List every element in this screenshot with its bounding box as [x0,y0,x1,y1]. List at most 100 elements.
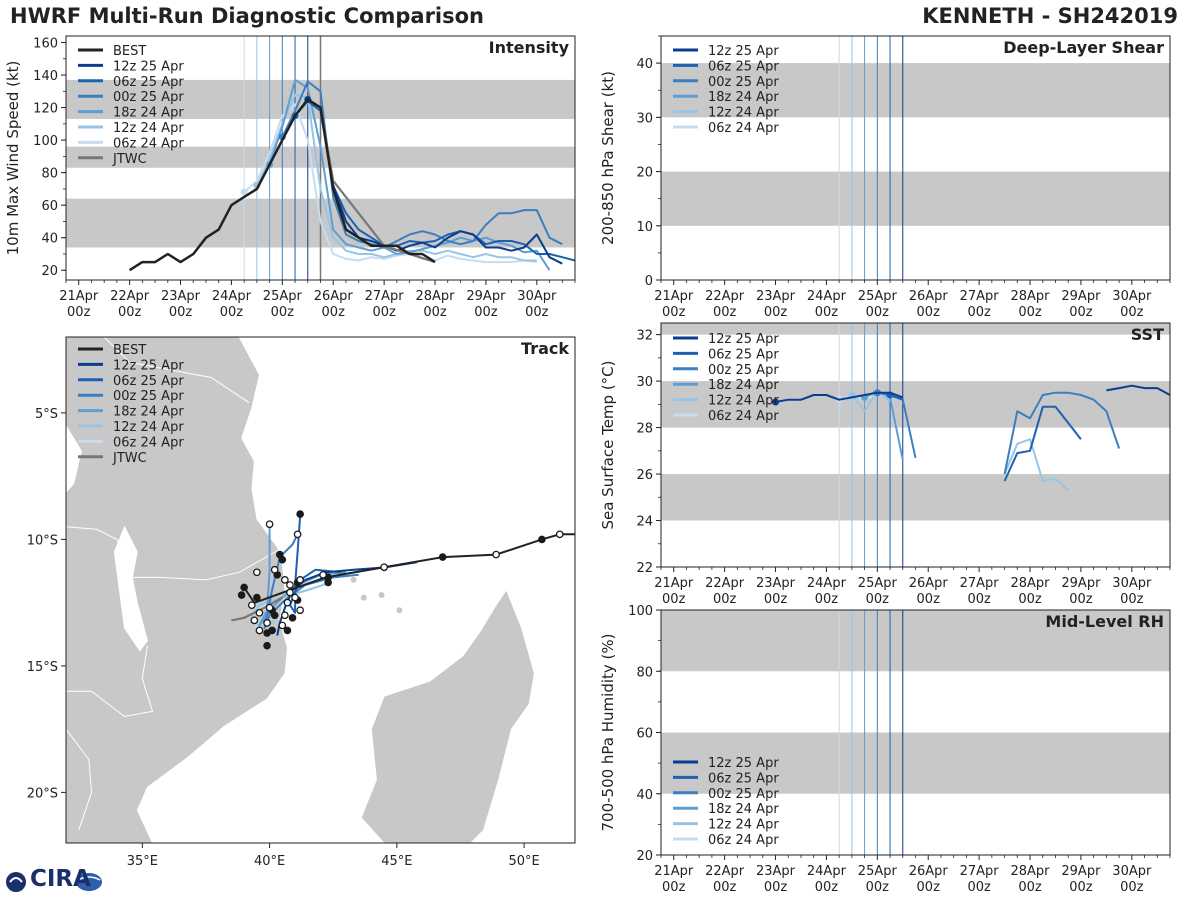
shear-plot-content [661,36,1170,280]
track-marker-filled [240,583,248,592]
country-border [103,337,250,404]
x-tick-label: 26Apr [909,576,949,591]
x-tick-label: 00z [713,880,737,895]
x-tick-label: 50°E [508,854,539,869]
sst-panel: 22242628303221Apr00z22Apr00z23Apr00z24Ap… [599,322,1171,607]
x-tick-label: 00z [423,305,447,320]
x-tick-label: 24Apr [807,864,847,879]
x-tick-label: 26Apr [909,864,949,879]
track-marker-open [555,530,564,539]
storm-title: KENNETH - SH242019 [922,4,1178,28]
x-tick-label: 00z [815,880,839,895]
track-marker-open [319,570,327,579]
sst-plot-area [661,323,1170,567]
y-tick-label: 40 [636,788,653,803]
comoros-island [360,594,367,601]
intensity-plot-content [66,36,575,280]
y-tick-label: 40 [41,232,58,247]
track-marker-open [380,563,388,572]
x-tick-label: 25Apr [263,289,303,304]
x-tick-label: 00z [866,880,890,895]
coastal-island [251,433,258,448]
x-tick-label: 00z [1018,880,1042,895]
x-tick-label: 23Apr [161,289,201,304]
track-marker-open [247,601,256,610]
x-tick-label: 27Apr [960,576,1000,591]
track-map-content [66,337,575,843]
y-tick-label: 20 [636,849,653,864]
x-tick-label: 00z [713,305,737,320]
track-marker-filled [296,510,304,518]
intensity-ylabel: 10m Max Wind Speed (kt) [4,61,22,256]
sst-plot-content [661,323,1170,567]
series-start-marker [772,398,780,406]
x-tick-label: 26Apr [909,289,949,304]
x-tick-label: 00z [917,880,941,895]
cira-logo-graphic [6,872,102,892]
x-tick-label: 00z [815,305,839,320]
legend-label: 00z 25 Apr [113,389,184,404]
series-line-06z-25-apr [294,100,575,262]
x-tick-label: 00z [322,305,346,320]
legend-label: 12z 24 Apr [113,420,184,435]
x-tick-label: 00z [662,592,686,607]
rh-title: Mid-Level RH [1045,612,1164,631]
x-tick-label: 29Apr [466,289,506,304]
series-line-12z-25-apr [775,391,904,403]
x-tick-label: 00z [967,592,991,607]
x-tick-label: 00z [67,305,91,320]
y-tick-label: 100 [628,604,653,619]
sst-band [661,474,1170,521]
x-tick-label: 26Apr [314,289,354,304]
x-tick-label: 21Apr [654,289,694,304]
x-tick-label: 28Apr [1011,289,1051,304]
cira-logo: CIRA [4,866,104,898]
legend-label: 12z 25 Apr [708,756,779,771]
x-tick-label: 00z [1069,305,1093,320]
x-tick-label: 00z [917,305,941,320]
track-marker-open [255,608,264,617]
x-tick-label: 00z [662,880,686,895]
track-marker-open [253,568,261,577]
legend-label: 18z 24 Apr [708,90,779,105]
track-marker-open [283,598,292,607]
y-tick-label: 30 [636,111,653,126]
track-marker-filled [263,641,271,650]
rh-band [661,732,1170,794]
series-line-extra [1106,384,1170,396]
y-tick-label: 60 [41,199,58,214]
y-tick-label: 120 [33,102,58,117]
x-tick-label: 22Apr [705,864,745,879]
x-tick-label: 00z [271,305,295,320]
track-marker-open [265,520,274,529]
legend-label: 12z 25 Apr [113,59,184,74]
x-tick-label: 00z [866,592,890,607]
lake-tanganyika [66,424,82,503]
legend-label: 12z 25 Apr [708,44,779,59]
track-panel: 35°E 40°E 45°E 50°E 5°S 10°S 15°S 20°S Track BEST… [27,336,576,869]
x-tick-label: 00z [1120,592,1144,607]
legend-label: BEST [113,343,146,358]
y-tick-label: 100 [33,134,58,149]
track-marker-filled [263,629,271,637]
rh-plot-content [661,610,1170,855]
x-tick-label: 00z [1018,592,1042,607]
track-marker-open [281,576,289,584]
cira-logo-text: CIRA [30,866,91,892]
legend-label: 12z 24 Apr [113,121,184,136]
y-tick-label: 20°S [27,786,58,801]
x-tick-label: 21Apr [654,576,694,591]
sst-ylabel: Sea Surface Temp (°C) [599,360,617,529]
y-tick-label: 28 [636,422,653,437]
x-tick-label: 24Apr [807,576,847,591]
x-tick-label: 00z [662,305,686,320]
series-start-marker [240,188,248,196]
track-marker-open [270,565,279,574]
x-tick-label: 00z [1018,305,1042,320]
shear-ylabel: 200-850 hPa Shear (kt) [599,71,617,245]
x-tick-label: 24Apr [212,289,252,304]
track-marker-open [296,576,304,584]
x-tick-label: 00z [525,305,549,320]
track-marker-open [255,626,264,635]
rh-ylabel: 700-500 hPa Humidity (%) [599,633,617,831]
